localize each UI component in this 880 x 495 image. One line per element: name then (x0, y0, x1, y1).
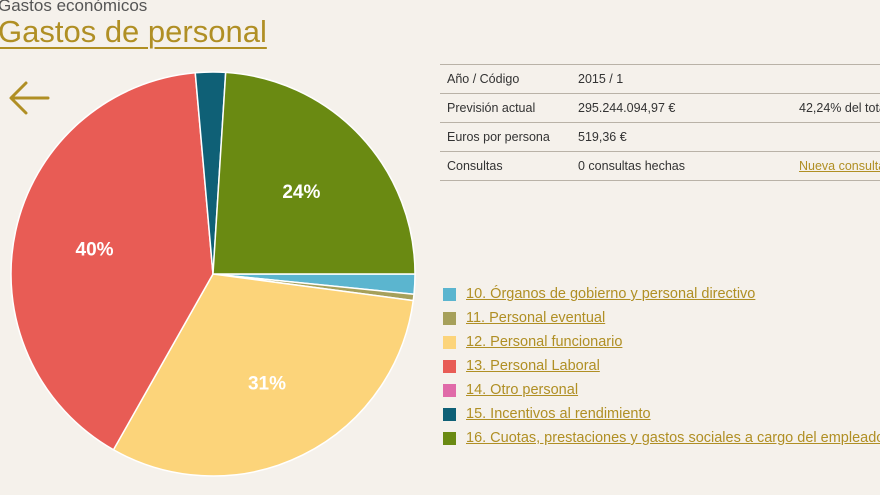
legend-label[interactable]: 15. Incentivos al rendimiento (466, 406, 651, 422)
pie-data-label: 31% (248, 374, 286, 395)
legend-item[interactable]: 15. Incentivos al rendimiento (443, 402, 880, 426)
pie-slice-12[interactable] (112, 273, 415, 477)
legend-swatch (443, 407, 456, 421)
info-label-per-person: Euros por persona (440, 122, 571, 152)
table-row: Euros por persona 519,36 € (440, 122, 880, 152)
info-extra-percent-total: 42,24% del total (792, 93, 880, 123)
info-extra-year-code (792, 64, 880, 94)
legend-item[interactable]: 16. Cuotas, prestaciones y gastos social… (443, 426, 880, 450)
legend-item[interactable]: 14. Otro personal (443, 378, 880, 402)
legend-swatch (443, 335, 456, 349)
info-value-per-person: 519,36 € (571, 122, 792, 152)
pie-slice-16[interactable] (212, 71, 416, 275)
page-title[interactable]: Gastos de personal (0, 14, 267, 49)
legend-item[interactable]: 12. Personal funcionario (443, 330, 880, 354)
info-label-year-code: Año / Código (440, 64, 571, 94)
arrow-left-icon[interactable] (6, 78, 52, 120)
pie-slice-13[interactable] (10, 71, 214, 451)
breadcrumb: Gastos económicos (0, 0, 148, 15)
info-label-queries: Consultas (440, 151, 571, 181)
legend-label[interactable]: 14. Otro personal (466, 382, 579, 398)
pie-data-label: 24% (282, 182, 320, 203)
table-row: Consultas 0 consultas hechas Nueva consu… (440, 151, 880, 181)
legend-label[interactable]: 11. Personal eventual (466, 310, 606, 326)
legend-label[interactable]: 10. Órganos de gobierno y personal direc… (466, 286, 756, 302)
table-row: Previsión actual 295.244.094,97 € 42,24%… (440, 93, 880, 123)
info-value-year-code: 2015 / 1 (571, 64, 792, 94)
legend-item[interactable]: 13. Personal Laboral (443, 354, 880, 378)
table-row: Año / Código 2015 / 1 (440, 64, 880, 94)
info-value-queries: 0 consultas hechas (571, 151, 792, 181)
pie-data-label: 40% (76, 239, 114, 260)
legend-swatch (443, 287, 456, 301)
legend-label[interactable]: 13. Personal Laboral (466, 358, 600, 374)
legend-item[interactable]: 10. Órganos de gobierno y personal direc… (443, 282, 880, 306)
legend-swatch (443, 359, 456, 373)
legend-item[interactable]: 11. Personal eventual (443, 306, 880, 330)
info-value-forecast: 295.244.094,97 € (571, 93, 792, 123)
legend-label[interactable]: 12. Personal funcionario (466, 334, 623, 350)
legend-swatch (443, 311, 456, 325)
info-extra-per-person (792, 122, 880, 152)
chart-legend: 10. Órganos de gobierno y personal direc… (443, 282, 880, 450)
info-table: Año / Código 2015 / 1 Previsión actual 2… (440, 64, 880, 181)
legend-swatch (443, 383, 456, 397)
legend-swatch (443, 431, 456, 445)
new-query-link[interactable]: Nueva consulta (799, 159, 880, 173)
info-label-forecast: Previsión actual (440, 93, 571, 123)
legend-label[interactable]: 16. Cuotas, prestaciones y gastos social… (466, 430, 880, 446)
